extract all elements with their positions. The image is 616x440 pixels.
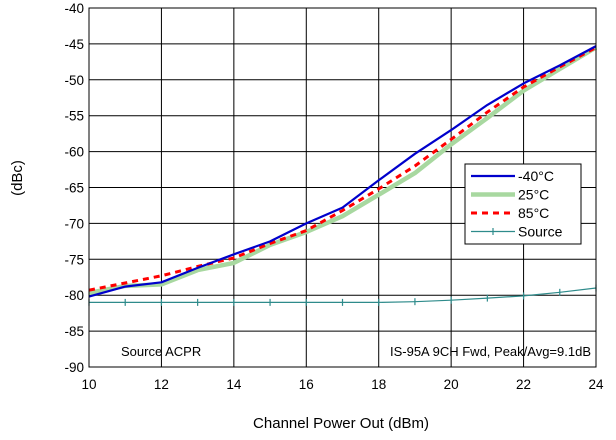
y-tick-label: -90 (64, 360, 84, 375)
legend-label-source: Source (518, 224, 563, 240)
y-tick-label: -55 (64, 109, 84, 124)
x-tick-label: 20 (444, 377, 459, 392)
y-tick-label: -75 (64, 252, 84, 267)
series-line--40c (88, 45, 597, 298)
y-tick-label: -40 (64, 1, 84, 16)
annotation-source-acpr: Source ACPR (121, 344, 201, 359)
y-tick-label: -65 (64, 181, 84, 196)
legend-label-25c: 25°C (518, 187, 549, 203)
legend-label--40c: -40°C (518, 168, 554, 184)
x-tick-label: 22 (516, 377, 531, 392)
y-tick-labels: -90 -85 -80 -75 -70 -65 -60 -55 -50 -45 -40 (64, 1, 84, 375)
x-axis-title: Channel Power Out (dBm) (253, 415, 429, 432)
series-line-85c (88, 46, 597, 292)
x-tick-labels: 10 12 14 16 18 20 22 24 (81, 377, 604, 392)
plot-frame (88, 7, 597, 368)
x-tick-label: 10 (81, 377, 96, 392)
x-tick-label: 14 (226, 377, 242, 392)
series-line-25c (88, 45, 598, 296)
legend-label-85c: 85°C (518, 205, 549, 221)
y-tick-label: -70 (64, 216, 84, 231)
y-tick-label: -50 (64, 73, 84, 88)
y-tick-label: -60 (64, 145, 84, 160)
y-tick-label: -85 (64, 324, 84, 339)
y-axis-title: (dBc) (9, 160, 26, 196)
y-tick-label: -45 (64, 37, 84, 52)
series-layer (88, 45, 598, 306)
annotation-signal-info: IS-95A 9CH Fwd, Peak/Avg=9.1dB (390, 344, 591, 359)
x-tick-label: 24 (588, 377, 604, 392)
x-tick-label: 12 (154, 377, 169, 392)
y-tick-label: -80 (64, 288, 84, 303)
x-tick-label: 16 (299, 377, 314, 392)
legend-box (464, 163, 582, 245)
x-tick-label: 18 (371, 377, 386, 392)
legend: -40°C 25°C 85°C Source (464, 163, 582, 245)
